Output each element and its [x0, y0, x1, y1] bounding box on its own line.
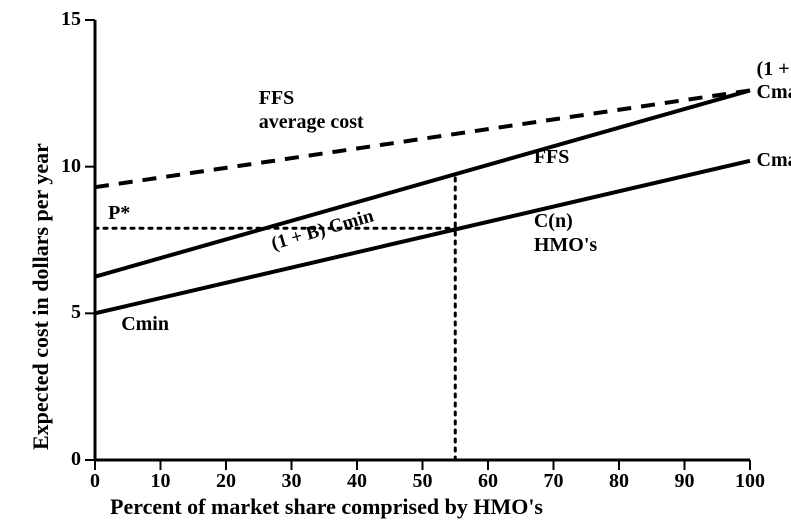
x-axis-label: Percent of market share comprised by HMO…: [110, 494, 543, 520]
x-tick-label: 10: [136, 470, 186, 493]
annotation-ffs_txt: FFS: [259, 87, 295, 110]
x-tick-label: 80: [594, 470, 644, 493]
annotation-cmax1_txt: Cmax: [757, 81, 791, 104]
annotation-ffs2_txt: FFS: [534, 146, 570, 169]
y-axis-label: Expected cost in dollars per year: [28, 143, 54, 450]
x-tick-label: 30: [267, 470, 317, 493]
annotation-avgcost_txt: average cost: [259, 111, 364, 134]
x-tick-label: 20: [201, 470, 251, 493]
y-tick-label: 5: [41, 301, 81, 324]
x-tick-label: 100: [725, 470, 775, 493]
x-tick-label: 60: [463, 470, 513, 493]
chart-container: Expected cost in dollars per year Percen…: [0, 0, 791, 522]
y-tick-label: 0: [41, 448, 81, 471]
x-tick-label: 70: [529, 470, 579, 493]
annotation-cn_txt: C(n): [534, 210, 573, 233]
x-tick-label: 50: [398, 470, 448, 493]
x-tick-label: 90: [660, 470, 710, 493]
chart-svg: [0, 0, 791, 522]
y-tick-label: 10: [41, 155, 81, 178]
annotation-hmo_txt: HMO's: [534, 234, 597, 257]
annotation-cmax2_txt: Cmax: [757, 149, 791, 172]
series-ffs_avg: [95, 90, 750, 187]
y-tick-label: 15: [41, 8, 81, 31]
annotation-cmin_txt: Cmin: [121, 313, 169, 336]
annotation-pstar_txt: P*: [108, 202, 130, 225]
x-tick-label: 40: [332, 470, 382, 493]
x-tick-label: 0: [70, 470, 120, 493]
annotation-onebcmax_txt: (1 + B): [757, 58, 791, 81]
